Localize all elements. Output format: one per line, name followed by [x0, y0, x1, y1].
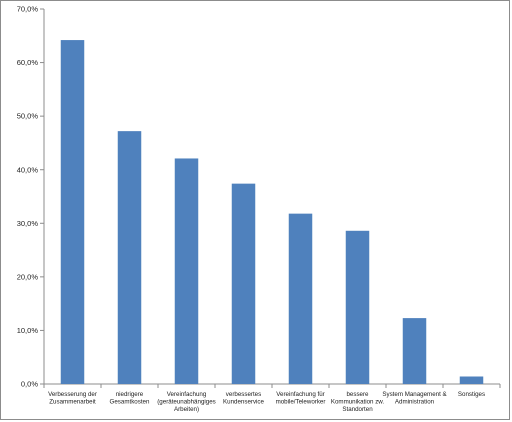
y-tick-label: 60,0%: [17, 58, 39, 67]
x-tick-label: Sonstiges: [458, 391, 485, 398]
bar: [60, 40, 85, 384]
x-tick-label: niedrigere: [116, 391, 144, 398]
x-tick-label: Verbesserung der: [48, 391, 97, 398]
y-tick-label: 70,0%: [17, 5, 39, 14]
x-tick-label: Gesamtkosten: [110, 399, 150, 406]
y-tick-label: 50,0%: [17, 112, 39, 121]
x-tick-label: Vereinfachung für: [276, 391, 325, 398]
y-tick-label: 40,0%: [17, 165, 39, 174]
x-tick-label: Standorten: [342, 406, 373, 413]
x-tick-label: Zusammenarbeit: [49, 399, 96, 406]
bar: [459, 376, 484, 384]
x-tick-label: mobile/Teleworker: [276, 399, 326, 406]
bar: [288, 213, 313, 384]
x-tick-label: Administration: [395, 399, 435, 406]
x-tick-label: Arbeiten): [174, 406, 199, 413]
bar: [117, 131, 142, 384]
x-tick-label: Vereinfachung: [167, 391, 207, 398]
x-tick-label: (geräteunabhängiges: [157, 399, 216, 406]
x-tick-label: verbessertes: [226, 391, 261, 398]
y-tick-label: 20,0%: [17, 272, 39, 281]
x-tick-label: bessere: [346, 391, 369, 398]
x-tick-label: Kommunikation zw.: [331, 399, 385, 406]
y-tick-label: 10,0%: [17, 326, 39, 335]
x-tick-label: System Management &: [382, 391, 447, 398]
x-tick-label: Kundenservice: [223, 399, 264, 406]
y-tick-label: 30,0%: [17, 219, 39, 228]
bar: [402, 318, 427, 384]
y-tick-label: 0,0%: [21, 380, 38, 389]
bar: [345, 230, 370, 384]
bar: [231, 183, 256, 384]
bar: [174, 158, 199, 384]
